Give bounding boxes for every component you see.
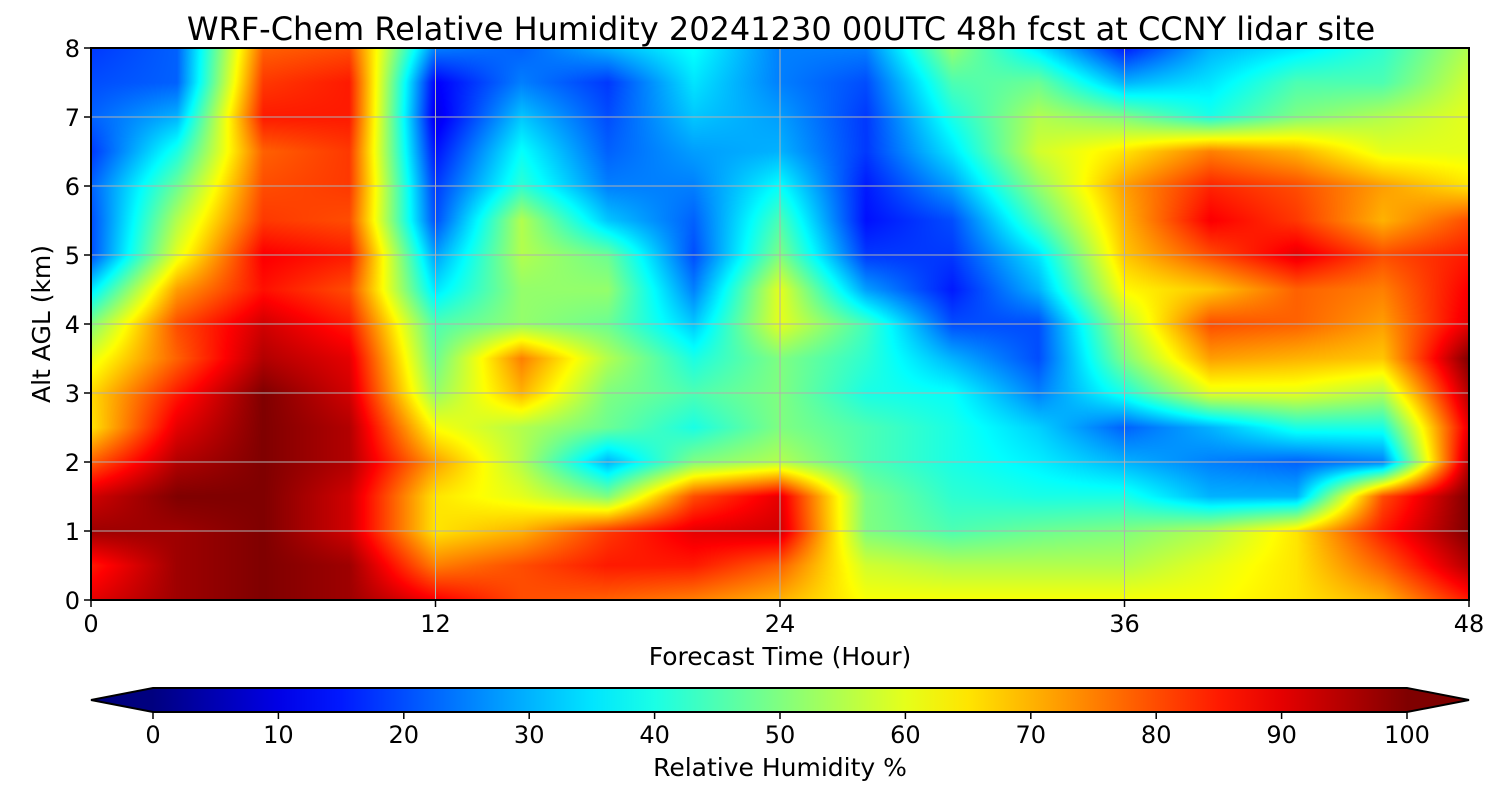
y-tick-label: 4 xyxy=(65,311,80,339)
colorbar-extend-high xyxy=(1407,688,1469,712)
chart-title: WRF-Chem Relative Humidity 20241230 00UT… xyxy=(187,10,1375,48)
colorbar-extend-low xyxy=(91,688,153,712)
x-tick-label: 12 xyxy=(420,610,451,638)
x-axis-label: Forecast Time (Hour) xyxy=(649,642,912,671)
x-tick-label: 48 xyxy=(1454,610,1485,638)
colorbar-tick-label: 100 xyxy=(1384,721,1430,749)
colorbar-tick-label: 90 xyxy=(1266,721,1297,749)
colorbar-tick-label: 0 xyxy=(145,721,160,749)
colorbar-ticks: 0 10 20 30 40 50 60 70 80 90 100 xyxy=(145,712,1430,749)
colorbar-tick-label: 80 xyxy=(1141,721,1172,749)
y-axis: 0 1 2 3 4 5 6 7 8 xyxy=(65,35,91,615)
y-tick-label: 7 xyxy=(65,104,80,132)
y-tick-label: 3 xyxy=(65,380,80,408)
y-tick-label: 0 xyxy=(65,587,80,615)
colorbar-label: Relative Humidity % xyxy=(653,753,907,782)
colorbar: 0 10 20 30 40 50 60 70 80 90 100 xyxy=(90,687,1470,749)
colorbar-body xyxy=(153,688,1407,712)
y-axis-label: Alt AGL (km) xyxy=(27,245,56,403)
y-tick-label: 2 xyxy=(65,449,80,477)
colorbar-tick-label: 10 xyxy=(263,721,294,749)
x-tick-label: 0 xyxy=(83,610,98,638)
colorbar-tick-label: 50 xyxy=(765,721,796,749)
y-tick-label: 1 xyxy=(65,518,80,546)
y-tick-label: 6 xyxy=(65,173,80,201)
colorbar-tick-label: 40 xyxy=(639,721,670,749)
x-axis: 0 12 24 36 48 xyxy=(83,600,1484,638)
x-tick-label: 36 xyxy=(1109,610,1140,638)
x-tick-label: 24 xyxy=(765,610,796,638)
colorbar-tick-label: 20 xyxy=(389,721,420,749)
colorbar-tick-label: 30 xyxy=(514,721,545,749)
y-tick-label: 5 xyxy=(65,242,80,270)
y-tick-label: 8 xyxy=(65,35,80,63)
colorbar-tick-label: 70 xyxy=(1016,721,1047,749)
colorbar-tick-label: 60 xyxy=(890,721,921,749)
